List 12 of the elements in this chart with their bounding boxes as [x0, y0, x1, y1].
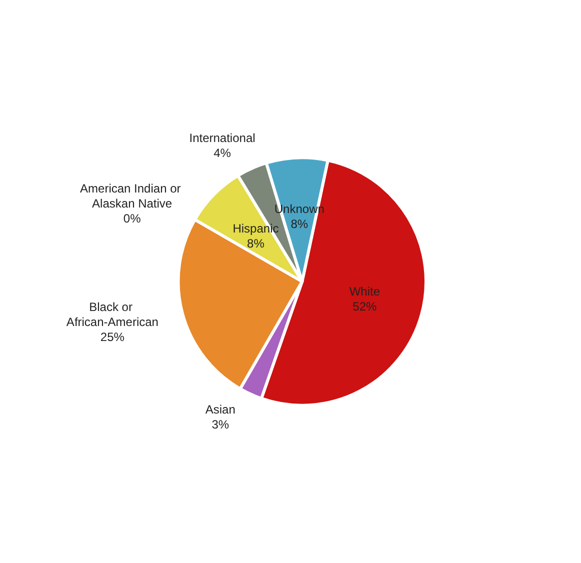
data-label: 8%	[290, 217, 308, 232]
category-label: American Indian or Alaskan Native	[80, 181, 181, 210]
slice-label: Asian	[205, 402, 236, 416]
data-label: 25%	[100, 330, 125, 344]
data-label: 3%	[212, 417, 230, 432]
slice-label: Black or African-American	[66, 300, 158, 329]
slice-label: White	[349, 284, 380, 298]
data-label: 8%	[247, 236, 265, 251]
data-label: 4%	[214, 146, 232, 160]
slice-label: International	[189, 131, 256, 146]
data-label: 52%	[352, 299, 377, 314]
text: 0%	[123, 211, 141, 226]
